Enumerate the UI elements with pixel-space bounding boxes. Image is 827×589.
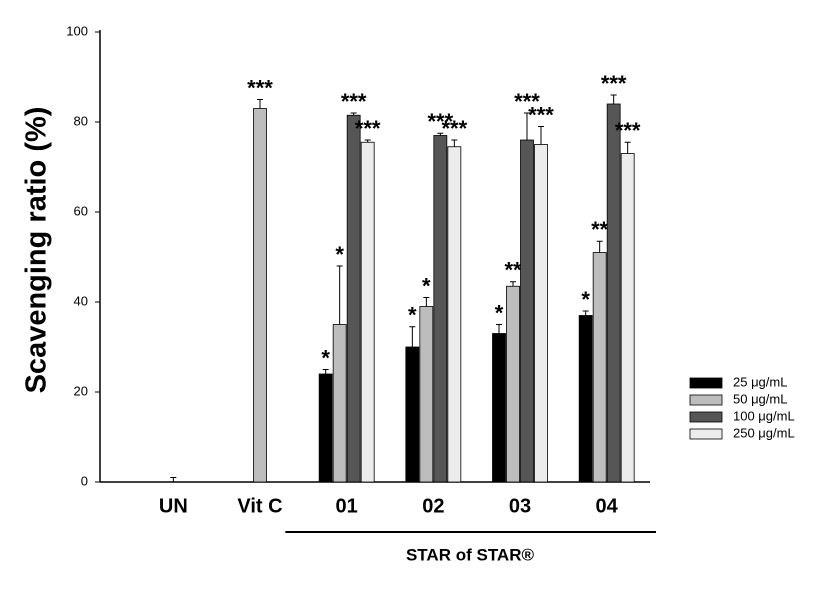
significance-label: ** <box>504 258 522 283</box>
bar <box>332 324 347 483</box>
significance-label: *** <box>615 118 641 143</box>
bar <box>620 153 635 483</box>
error-bar <box>350 112 357 116</box>
significance-label: *** <box>514 89 540 114</box>
error-bar <box>510 281 516 287</box>
significance-label: * <box>495 300 504 325</box>
bar <box>447 146 462 483</box>
error-bar <box>409 326 416 347</box>
legend-swatch <box>689 377 723 389</box>
y-tick-label: 40 <box>74 293 88 308</box>
error-bar <box>170 477 177 482</box>
bar <box>534 144 548 483</box>
bar <box>492 333 506 483</box>
bar <box>606 103 621 483</box>
significance-label: * <box>581 287 590 312</box>
y-tick-label: 0 <box>81 473 88 488</box>
error-bar <box>322 369 329 374</box>
significance-label: *** <box>341 89 367 114</box>
x-tick-label: 04 <box>596 495 619 517</box>
bar <box>506 285 520 483</box>
significance-label: * <box>422 273 431 298</box>
bar <box>592 252 607 483</box>
significance-label: *** <box>427 109 453 134</box>
bar <box>346 114 361 483</box>
x-tick-label: 03 <box>509 495 531 517</box>
error-bar <box>582 310 589 316</box>
x-tick-label: UN <box>159 495 188 517</box>
significance-label: * <box>408 303 417 328</box>
error-bar <box>451 139 458 147</box>
y-axis-label: Scavenging ratio (%) <box>21 107 53 394</box>
x-tick-label: 01 <box>336 495 358 517</box>
legend-swatch <box>689 411 723 423</box>
error-bar <box>538 126 544 145</box>
error-bar <box>336 265 343 325</box>
y-tick-label: 60 <box>74 203 88 218</box>
legend-label: 50 μg/mL <box>733 391 787 406</box>
x-tick-label: 02 <box>422 495 444 517</box>
significance-label: * <box>321 345 330 370</box>
bar <box>405 346 420 483</box>
error-bar <box>364 139 371 143</box>
bar <box>253 108 267 483</box>
significance-label: * <box>335 242 344 267</box>
legend-swatch <box>689 394 723 406</box>
error-bar <box>596 240 603 253</box>
bar <box>433 135 448 483</box>
legend-label: 250 μg/mL <box>733 425 795 440</box>
legend-label: 25 μg/mL <box>733 374 787 389</box>
legend-swatch <box>689 428 723 440</box>
error-bar <box>437 132 444 136</box>
significance-label: ** <box>591 217 609 242</box>
bar <box>520 139 534 483</box>
error-bar <box>524 112 530 140</box>
significance-label: *** <box>528 102 554 127</box>
bar <box>318 373 333 483</box>
error-bar <box>496 324 502 334</box>
bar <box>578 315 593 483</box>
y-tick-label: 20 <box>74 383 88 398</box>
error-bar <box>610 94 617 104</box>
legend-label: 100 μg/mL <box>733 408 795 423</box>
x-tick-label: Vit C <box>237 495 282 517</box>
error-bar <box>624 141 631 154</box>
significance-label: *** <box>247 75 273 100</box>
y-tick-label: 80 <box>74 113 88 128</box>
error-bar <box>423 297 430 307</box>
error-bar <box>257 99 263 109</box>
group-label: STAR of STAR® <box>406 545 535 564</box>
bar <box>360 141 375 483</box>
significance-label: *** <box>355 116 381 141</box>
y-tick-label: 100 <box>66 23 88 38</box>
bar <box>419 306 434 483</box>
significance-label: *** <box>441 116 467 141</box>
significance-label: *** <box>601 71 627 96</box>
